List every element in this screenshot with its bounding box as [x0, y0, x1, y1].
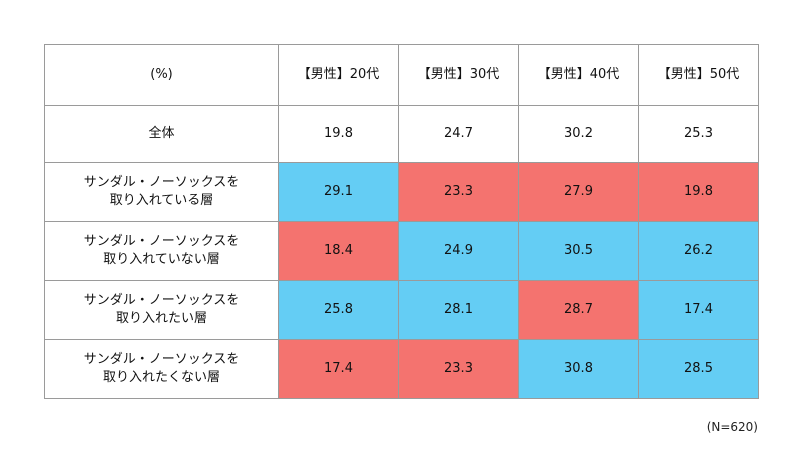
cross-tab-table: (%) 【男性】20代 【男性】30代 【男性】40代 【男性】50代 全体 1…: [44, 44, 759, 399]
row-label: サンダル・ノーソックスを 取り入れたい層: [44, 280, 279, 340]
table-row: サンダル・ノーソックスを 取り入れたい層 25.8 28.1 28.7 17.4: [44, 280, 759, 340]
value-cell: 25.3: [638, 105, 759, 163]
value-cell: 24.9: [398, 221, 519, 281]
sample-size-note: (N=620): [706, 420, 758, 434]
row-label-line: サンダル・ノーソックスを: [83, 234, 240, 249]
value-cell: 28.5: [638, 339, 759, 399]
row-label-line: 取り入れたくない層: [102, 370, 220, 385]
value-cell: 28.7: [518, 280, 639, 340]
row-label-line: サンダル・ノーソックスを: [83, 352, 240, 367]
value-cell: 25.8: [278, 280, 399, 340]
row-label-line: 全体: [148, 126, 175, 141]
table-row: サンダル・ノーソックスを 取り入れていない層 18.4 24.9 30.5 26.…: [44, 221, 759, 281]
header-row: (%) 【男性】20代 【男性】30代 【男性】40代 【男性】50代: [44, 44, 759, 106]
column-header: 【男性】50代: [638, 44, 759, 106]
row-label-line: 取り入れたい層: [115, 311, 207, 326]
unit-label: (%): [44, 44, 279, 106]
value-cell: 30.8: [518, 339, 639, 399]
value-cell: 19.8: [638, 162, 759, 222]
row-label: サンダル・ノーソックスを 取り入れていない層: [44, 221, 279, 281]
table-row-total: 全体 19.8 24.7 30.2 25.3: [44, 105, 759, 163]
value-cell: 30.2: [518, 105, 639, 163]
value-cell: 18.4: [278, 221, 399, 281]
value-cell: 29.1: [278, 162, 399, 222]
table-row: サンダル・ノーソックスを 取り入れている層 29.1 23.3 27.9 19.8: [44, 162, 759, 222]
value-cell: 28.1: [398, 280, 519, 340]
table-row: サンダル・ノーソックスを 取り入れたくない層 17.4 23.3 30.8 28.…: [44, 339, 759, 399]
row-label: サンダル・ノーソックスを 取り入れたくない層: [44, 339, 279, 399]
row-label-line: サンダル・ノーソックスを: [83, 293, 240, 308]
value-cell: 30.5: [518, 221, 639, 281]
row-label: 全体: [44, 105, 279, 163]
row-label-line: 取り入れている層: [109, 193, 214, 208]
value-cell: 27.9: [518, 162, 639, 222]
column-header: 【男性】40代: [518, 44, 639, 106]
row-label-line: 取り入れていない層: [103, 252, 220, 267]
value-cell: 19.8: [278, 105, 399, 163]
value-cell: 17.4: [638, 280, 759, 340]
column-header: 【男性】20代: [278, 44, 399, 106]
value-cell: 26.2: [638, 221, 759, 281]
value-cell: 24.7: [398, 105, 519, 163]
value-cell: 23.3: [398, 162, 519, 222]
value-cell: 17.4: [278, 339, 399, 399]
column-header: 【男性】30代: [398, 44, 519, 106]
row-label: サンダル・ノーソックスを 取り入れている層: [44, 162, 279, 222]
value-cell: 23.3: [398, 339, 519, 399]
row-label-line: サンダル・ノーソックスを: [83, 175, 240, 190]
